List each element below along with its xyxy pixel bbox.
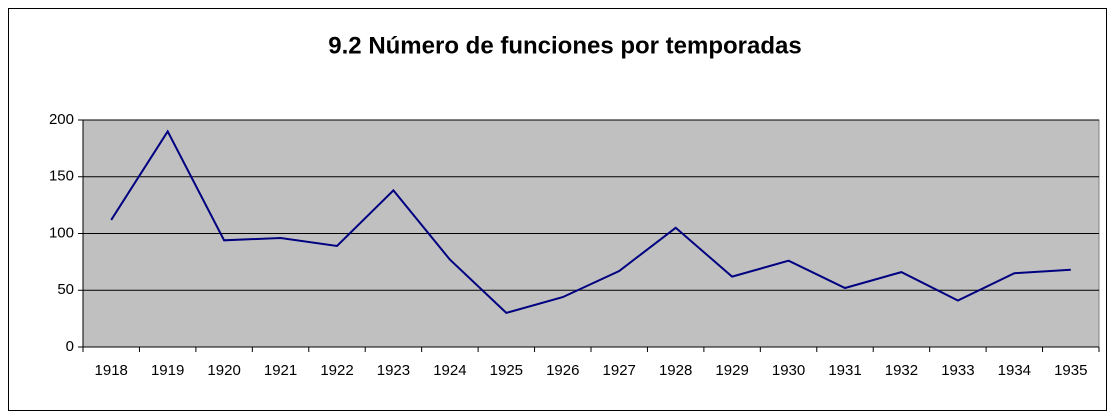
x-tick-label: 1930 (772, 362, 805, 379)
y-tick-label: 0 (66, 338, 74, 355)
x-tick-label: 1924 (433, 362, 466, 379)
y-tick-label: 100 (49, 224, 74, 241)
x-tick-label: 1925 (490, 362, 523, 379)
data-line (110, 129, 1071, 315)
y-tick-label: 150 (49, 168, 74, 185)
x-tick-label: 1933 (941, 362, 974, 379)
x-tick-label: 1919 (151, 362, 184, 379)
y-tick-label: 200 (49, 111, 74, 128)
x-tick-label: 1926 (546, 362, 579, 379)
x-tick-label: 1927 (603, 362, 636, 379)
x-tick-label: 1932 (885, 362, 918, 379)
x-tick-label: 1923 (377, 362, 410, 379)
y-tick-label: 50 (57, 281, 74, 298)
x-tick-label: 1922 (320, 362, 353, 379)
chart-title: 9.2 Número de funciones por temporadas (328, 32, 801, 59)
x-tick-label: 1921 (264, 362, 297, 379)
x-tick-label: 1918 (95, 362, 128, 379)
x-tick-label: 1920 (207, 362, 240, 379)
x-tick-label: 1935 (1054, 362, 1087, 379)
x-tick-label: 1929 (715, 362, 748, 379)
x-tick-label: 1931 (828, 362, 861, 379)
x-tick-label: 1934 (998, 362, 1031, 379)
x-tick-label: 1928 (659, 362, 692, 379)
